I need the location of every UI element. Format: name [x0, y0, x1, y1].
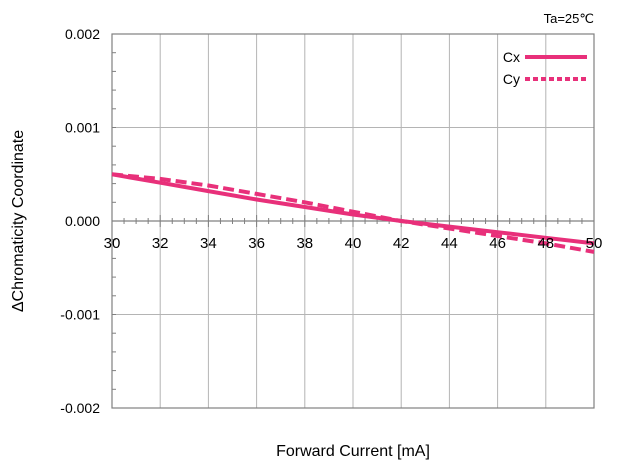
x-tick-label: 44	[441, 235, 458, 252]
x-tick-label: 38	[296, 235, 313, 252]
x-tick-label: 36	[248, 235, 265, 252]
x-tick-label: 50	[586, 235, 603, 252]
temperature-annotation: Ta=25℃	[544, 11, 594, 26]
x-axis-title: Forward Current [mA]	[276, 443, 430, 460]
x-tick-label: 46	[489, 235, 506, 252]
y-tick-label: -0.001	[60, 307, 100, 323]
plot-frame	[111, 33, 595, 409]
y-tick-label: 0.001	[65, 120, 100, 136]
y-tick-label: 0.002	[65, 26, 100, 42]
series-line-cy	[111, 172, 595, 254]
x-tick-labels: 30 32 34 36 38 40 42 44 46 48 50	[104, 235, 603, 252]
y-axis-title: ΔChromaticity Coordinate	[10, 130, 27, 312]
series-line-cx	[111, 172, 595, 246]
y-tick-labels: 0.002 0.001 0.000 -0.001 -0.002	[60, 26, 100, 416]
x-tick-label: 32	[152, 235, 169, 252]
x-tick-label: 34	[200, 235, 217, 252]
y-tick-label: 0.000	[65, 213, 100, 229]
series-layer	[111, 172, 595, 254]
x-tick-label: 48	[537, 235, 554, 252]
legend-label-cy: Cy	[503, 71, 520, 87]
y-tick-label: -0.002	[60, 400, 100, 416]
x-tick-label: 30	[104, 235, 121, 252]
x-tick-label: 40	[345, 235, 362, 252]
legend-label-cx: Cx	[503, 49, 520, 65]
x-tick-label: 42	[393, 235, 410, 252]
legend: Cx Cy	[503, 49, 587, 87]
